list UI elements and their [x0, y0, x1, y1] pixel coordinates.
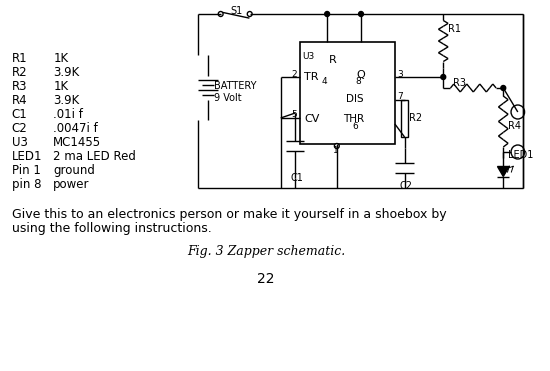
Text: 9 Volt: 9 Volt [214, 93, 241, 103]
Circle shape [359, 12, 364, 16]
Circle shape [218, 12, 223, 16]
Text: THR: THR [343, 114, 364, 124]
Text: Give this to an electronics person or make it yourself in a shoebox by: Give this to an electronics person or ma… [12, 208, 446, 221]
Text: Pin 1: Pin 1 [12, 164, 41, 177]
Text: 1: 1 [333, 146, 339, 155]
Text: R4: R4 [12, 94, 28, 107]
Text: R3: R3 [12, 80, 27, 93]
Text: LED1: LED1 [508, 150, 534, 160]
Text: R2: R2 [12, 66, 28, 79]
Text: C2: C2 [12, 122, 28, 135]
Text: R4: R4 [508, 121, 521, 131]
Text: 4: 4 [321, 77, 327, 86]
Text: 22: 22 [257, 272, 275, 286]
Text: 1K: 1K [53, 80, 68, 93]
Text: ground: ground [53, 164, 95, 177]
Text: R2: R2 [409, 113, 422, 123]
Circle shape [324, 12, 329, 16]
Text: .01i f: .01i f [53, 108, 83, 121]
Text: power: power [53, 178, 90, 191]
Text: 3.9K: 3.9K [53, 94, 80, 107]
Text: R3: R3 [453, 78, 466, 88]
Text: 2: 2 [292, 70, 297, 79]
Text: R1: R1 [12, 52, 28, 65]
Text: LED1: LED1 [12, 150, 42, 163]
Text: 1K: 1K [53, 52, 68, 65]
Text: .0047i f: .0047i f [53, 122, 98, 135]
Text: 5: 5 [292, 110, 297, 119]
Text: CV: CV [304, 114, 320, 124]
Bar [401, 100, 409, 137]
Text: U3: U3 [302, 52, 314, 61]
Text: C1: C1 [290, 173, 303, 183]
Text: 6: 6 [353, 122, 358, 131]
Text: TR: TR [304, 72, 318, 82]
Text: Fig. 3 Zapper schematic.: Fig. 3 Zapper schematic. [187, 245, 345, 258]
Circle shape [334, 144, 339, 148]
Polygon shape [498, 167, 509, 177]
Text: Q: Q [356, 70, 365, 80]
Text: 3: 3 [397, 70, 403, 79]
Text: 3.9K: 3.9K [53, 66, 80, 79]
Circle shape [441, 75, 446, 79]
Text: 2 ma LED Red: 2 ma LED Red [53, 150, 136, 163]
Text: S1: S1 [230, 6, 243, 16]
Text: pin 8: pin 8 [12, 178, 41, 191]
Bar [300, 42, 395, 144]
Text: MC1455: MC1455 [53, 136, 101, 149]
Text: U3: U3 [12, 136, 28, 149]
Text: 8: 8 [355, 77, 361, 86]
Text: using the following instructions.: using the following instructions. [12, 222, 211, 235]
Text: BATTERY: BATTERY [214, 81, 256, 91]
Text: DIS: DIS [346, 94, 364, 104]
Text: R1: R1 [448, 24, 461, 34]
Text: 7: 7 [397, 92, 403, 101]
Text: C1: C1 [12, 108, 28, 121]
Text: R: R [329, 55, 337, 65]
Circle shape [248, 12, 252, 16]
Text: C2: C2 [400, 181, 412, 191]
Circle shape [501, 85, 505, 91]
